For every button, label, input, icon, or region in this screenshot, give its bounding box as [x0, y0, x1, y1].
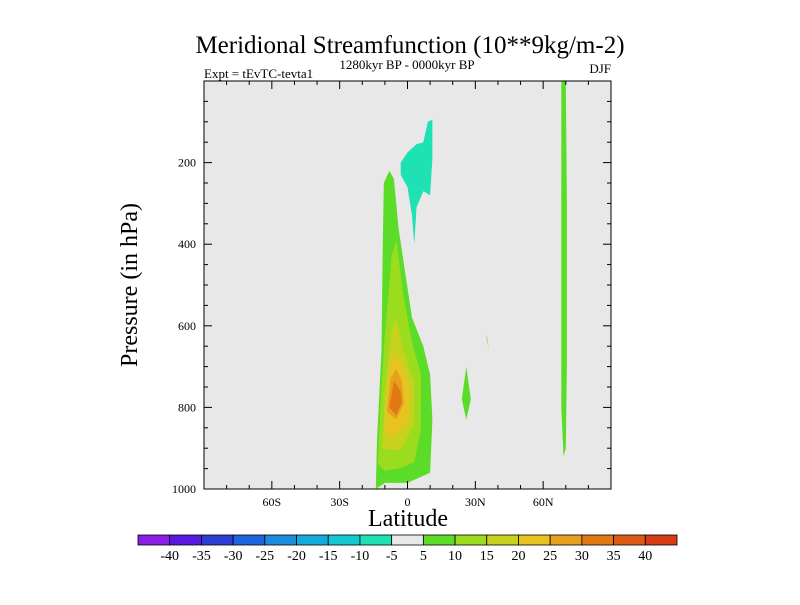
- colorbar-tick-label: 15: [480, 549, 494, 564]
- season-label: DJF: [589, 61, 611, 76]
- colorbar-swatch: [391, 534, 424, 546]
- colorbar-tick-label: 30: [575, 549, 589, 564]
- colorbar-swatch: [549, 534, 583, 546]
- y-axis-label: Pressure (in hPa): [117, 203, 143, 367]
- period-label: 1280kyr BP - 0000kyr BP: [339, 57, 474, 72]
- chart-title: Meridional Streamfunction (10**9kg/m-2): [195, 32, 624, 59]
- experiment-label: Expt = tEvTC-tevta1: [204, 66, 313, 81]
- contour-region-8: [461, 366, 471, 420]
- contour-region-5: [389, 380, 402, 416]
- x-tick-label: 0: [405, 495, 411, 509]
- y-tick-label: 800: [178, 400, 196, 414]
- axis-ticks: 60S 30S 0 30N 60N 200 400 600 800 1000: [172, 80, 611, 509]
- colorbar-swatch: [264, 534, 297, 546]
- colorbar-tick-label: 40: [638, 549, 652, 564]
- colorbar-tick-label: 35: [607, 549, 621, 564]
- colorbar-swatch: [296, 534, 329, 546]
- contour-region-10: [561, 81, 567, 457]
- contour-region-6: [400, 119, 433, 245]
- contour-region-9: [486, 334, 489, 351]
- colorbar-tick-label: -25: [255, 549, 274, 564]
- colorbar-tick-label: 25: [543, 549, 557, 564]
- colorbar-swatch: [327, 534, 361, 546]
- colorbar-tick-label: -10: [351, 549, 370, 564]
- y-tick-label: 1000: [172, 482, 196, 496]
- contour-regions: [375, 81, 567, 490]
- colorbar-tick-label: -30: [224, 549, 243, 564]
- colorbar-swatch: [454, 534, 488, 546]
- colorbar-tick-label: -40: [160, 549, 179, 564]
- x-tick-label: 60S: [262, 495, 281, 509]
- y-tick-label: 600: [178, 319, 196, 333]
- x-axis-label: Latitude: [368, 506, 448, 532]
- colorbar-tick-label: 10: [448, 549, 462, 564]
- colorbar-swatch: [169, 534, 202, 546]
- x-tick-label: 60N: [533, 495, 554, 509]
- y-tick-label: 200: [178, 156, 196, 170]
- x-tick-label: 30N: [465, 495, 486, 509]
- plot-area: 60S 30S 0 30N 60N 200 400 600 800 1000: [172, 80, 612, 509]
- colorbar-tick-label: -20: [287, 549, 306, 564]
- colorbar-tick-label: 5: [420, 549, 427, 564]
- colorbar-swatch: [359, 534, 393, 546]
- colorbar-swatch: [613, 534, 646, 546]
- colorbar: -40 -35 -30 -25 -20 -15 -10 -5 5 10 15 20 25 30 35 40: [137, 534, 678, 564]
- colorbar-swatch: [232, 534, 266, 546]
- colorbar-swatch: [137, 534, 171, 546]
- colorbar-tick-label: -5: [386, 549, 398, 564]
- colorbar-swatch: [518, 534, 551, 546]
- contour-region-7: [418, 158, 428, 181]
- y-tick-label: 400: [178, 237, 196, 251]
- colorbar-swatch: [581, 534, 614, 546]
- colorbar-swatch: [644, 534, 678, 546]
- x-tick-label: 30S: [330, 495, 349, 509]
- colorbar-tick-label: 20: [511, 549, 525, 564]
- colorbar-tick-label: -35: [192, 549, 211, 564]
- colorbar-swatch: [486, 534, 519, 546]
- colorbar-swatch: [422, 534, 456, 546]
- colorbar-tick-label: -15: [319, 549, 338, 564]
- colorbar-swatch: [201, 534, 234, 546]
